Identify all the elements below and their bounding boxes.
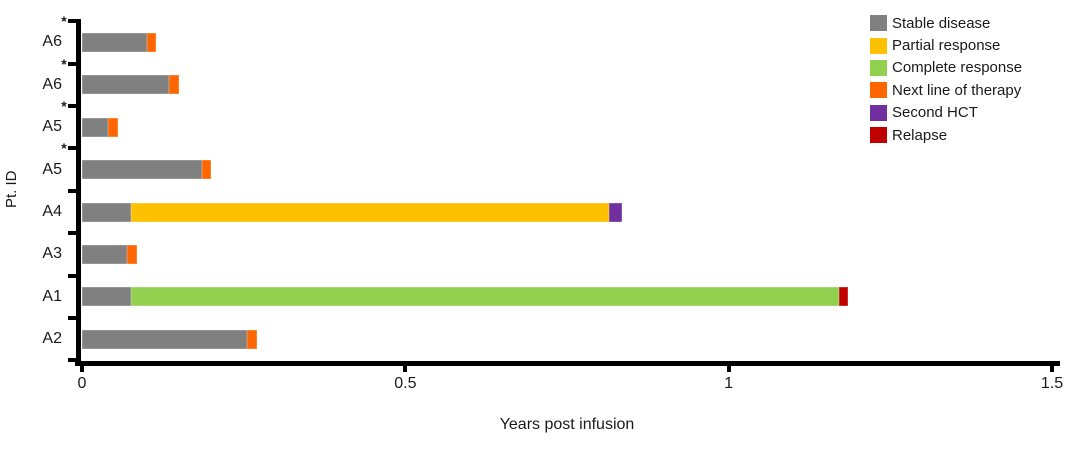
legend-item-partial: Partial response xyxy=(870,34,1022,56)
row-label-a6: A6 xyxy=(42,33,62,51)
y-axis-tick xyxy=(68,61,77,66)
x-axis-tick xyxy=(1050,364,1055,372)
x-axis-tick-label: 1.5 xyxy=(1040,375,1064,392)
legend-item-complete: Complete response xyxy=(870,57,1022,79)
legend-label-second_hct: Second HCT xyxy=(892,104,978,122)
bar-segment-a2-stable xyxy=(82,329,247,349)
bar-segment-a4-stable xyxy=(82,202,131,222)
bar-segment-a6-next xyxy=(169,75,179,95)
row-label-a3: A3 xyxy=(42,245,62,263)
row-label-a6: A6 xyxy=(42,75,62,93)
legend-item-second_hct: Second HCT xyxy=(870,102,1022,124)
legend-item-relapse: Relapse xyxy=(870,124,1022,146)
legend-swatch-relapse xyxy=(870,127,887,144)
bar-segment-a1-relapse xyxy=(838,287,849,307)
y-axis-line xyxy=(76,19,81,366)
legend-label-next: Next line of therapy xyxy=(892,81,1022,99)
x-axis-tick-label: 0.5 xyxy=(394,375,417,392)
asterisk-marker: * xyxy=(61,55,67,72)
bar-segment-a1-complete xyxy=(130,287,839,307)
bar-segment-a5-next xyxy=(107,117,118,137)
y-axis-tick xyxy=(68,19,77,24)
y-axis-tick xyxy=(68,104,77,108)
row-label-a5: A5 xyxy=(42,160,62,178)
legend: Stable disease Partial response Complete r… xyxy=(870,12,1022,146)
bar-segment-a3-next xyxy=(127,244,137,264)
x-axis-tick-label: 0 xyxy=(77,375,87,392)
row-label-a5: A5 xyxy=(42,118,62,136)
bar-segment-a5-next xyxy=(201,160,212,180)
bar-segment-a3-stable xyxy=(82,244,128,264)
x-axis-tick-label: 1 xyxy=(724,375,734,392)
asterisk-marker: * xyxy=(61,13,67,30)
legend-label-stable: Stable disease xyxy=(892,14,991,32)
bar-segment-a1-stable xyxy=(82,287,131,307)
y-axis-tick xyxy=(68,231,77,236)
legend-swatch-partial xyxy=(870,37,887,54)
legend-label-relapse: Relapse xyxy=(892,126,948,144)
bar-segment-a4-second_hct xyxy=(609,202,622,222)
bar-segment-a5-stable xyxy=(82,160,202,180)
legend-item-next: Next line of therapy xyxy=(870,79,1022,101)
legend-swatch-next xyxy=(870,82,887,99)
x-axis-title: Years post infusion xyxy=(499,416,635,433)
bar-segment-a2-next xyxy=(246,329,257,349)
asterisk-marker: * xyxy=(61,98,67,114)
row-label-a1: A1 xyxy=(42,287,62,305)
legend-swatch-second_hct xyxy=(870,104,887,121)
legend-swatch-stable xyxy=(870,15,887,32)
legend-label-complete: Complete response xyxy=(892,59,1023,77)
x-axis-line xyxy=(75,361,1060,366)
y-axis-tick xyxy=(68,188,77,193)
y-axis-tick xyxy=(68,146,77,151)
legend-swatch-complete xyxy=(870,59,887,76)
asterisk-marker: * xyxy=(61,140,67,157)
y-axis-tick xyxy=(68,358,77,363)
row-label-a4: A4 xyxy=(42,203,62,220)
bar-segment-a4-partial xyxy=(130,202,610,222)
bar-segment-a6-stable xyxy=(82,75,170,95)
row-label-a2: A2 xyxy=(42,330,62,348)
legend-item-stable: Stable disease xyxy=(870,12,1022,34)
bar-segment-a6-next xyxy=(146,32,157,52)
x-axis-tick xyxy=(80,364,84,372)
x-axis-tick xyxy=(726,364,731,372)
bar-segment-a6-stable xyxy=(82,32,147,52)
legend-label-partial: Partial response xyxy=(892,37,1001,55)
y-axis-tick xyxy=(68,316,77,320)
y-axis-tick xyxy=(68,273,77,278)
x-axis-tick xyxy=(403,364,408,372)
bar-segment-a5-stable xyxy=(82,117,108,137)
